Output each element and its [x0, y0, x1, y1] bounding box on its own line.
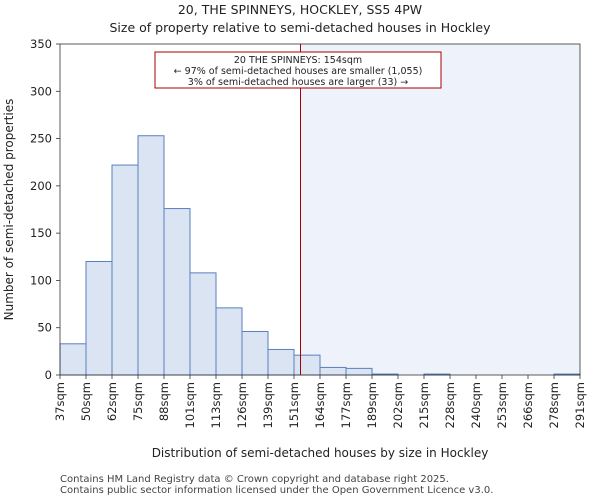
footer-licence: Contains public sector information licen…	[60, 485, 494, 496]
x-tick-label: 177sqm	[339, 382, 353, 428]
x-tick-label: 164sqm	[313, 382, 327, 428]
y-tick-label: 200	[30, 179, 52, 193]
y-tick-label: 50	[37, 321, 52, 335]
x-tick-label: 113sqm	[209, 382, 223, 428]
x-tick-label: 266sqm	[521, 382, 535, 428]
x-tick-label: 202sqm	[391, 382, 405, 428]
annotation-line-3: 3% of semi-detached houses are larger (3…	[188, 77, 408, 88]
x-tick-label: 240sqm	[469, 382, 483, 428]
x-tick-label: 189sqm	[365, 382, 379, 428]
x-tick-label: 151sqm	[287, 382, 301, 428]
larger-region-shade	[300, 44, 580, 375]
x-tick-label: 215sqm	[417, 382, 431, 428]
histogram-bar	[189, 272, 217, 376]
x-tick-label: 253sqm	[495, 382, 509, 428]
annotation-line-1: 20 THE SPINNEYS: 154sqm	[234, 55, 362, 66]
histogram-bar	[319, 366, 347, 376]
histogram-bar	[267, 348, 295, 376]
histogram-bar	[241, 330, 269, 376]
histogram-bar	[59, 343, 87, 376]
x-tick-label: 62sqm	[105, 382, 119, 421]
x-tick-label: 291sqm	[573, 382, 587, 428]
x-tick-label: 278sqm	[547, 382, 561, 428]
histogram-bar	[137, 135, 165, 376]
histogram-bar	[293, 354, 321, 376]
x-tick-label: 37sqm	[53, 382, 67, 421]
x-tick-label: 139sqm	[261, 382, 275, 428]
chart-subtitle: Size of property relative to semi-detach…	[109, 20, 491, 35]
y-tick-label: 150	[30, 226, 52, 240]
histogram-bar	[111, 164, 139, 376]
footer-copyright: Contains HM Land Registry data © Crown c…	[60, 474, 449, 485]
y-tick-label: 100	[30, 273, 52, 287]
y-tick-label: 250	[30, 132, 52, 146]
x-tick-label: 88sqm	[157, 382, 171, 421]
y-tick-label: 0	[45, 368, 52, 382]
x-tick-label: 126sqm	[235, 382, 249, 428]
histogram-bar	[215, 307, 243, 376]
annotation-box: 20 THE SPINNEYS: 154sqm ← 97% of semi-de…	[154, 51, 442, 89]
x-tick-label: 228sqm	[443, 382, 457, 428]
y-tick-label: 350	[30, 37, 52, 51]
x-tick-label: 75sqm	[131, 382, 145, 421]
chart-title: 20, THE SPINNEYS, HOCKLEY, SS5 4PW	[177, 2, 423, 17]
y-axis-label: Number of semi-detached properties	[2, 99, 16, 321]
x-tick-label: 50sqm	[79, 382, 93, 421]
x-axis-label: Distribution of semi-detached houses by …	[152, 446, 489, 460]
x-tick-label: 101sqm	[183, 382, 197, 428]
annotation-line-2: ← 97% of semi-detached houses are smalle…	[174, 66, 423, 77]
y-tick-label: 300	[30, 84, 52, 98]
histogram-bar	[163, 208, 191, 376]
histogram-bar	[85, 261, 113, 376]
histogram-bar	[345, 367, 373, 376]
